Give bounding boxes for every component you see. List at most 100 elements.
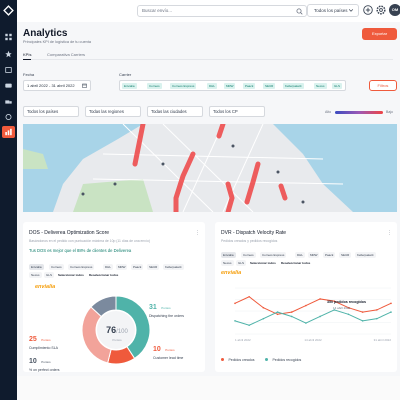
data-point <box>333 300 336 302</box>
dos-score-center: 76/100 Puntos <box>103 320 131 342</box>
carrier-chip[interactable]: Kellerpaketit <box>283 83 304 89</box>
carrier-pill[interactable]: DHL <box>103 264 114 270</box>
segment-points: 10 <box>153 346 161 353</box>
dvr-card-title: DVR - Dispatch Velocity Rate <box>221 230 287 236</box>
dos-donut-chart <box>81 295 151 365</box>
segment-unit: Puntos <box>41 360 51 364</box>
data-point <box>390 311 392 313</box>
series-line <box>234 309 392 326</box>
carrier-chip[interactable]: DHL <box>207 83 218 89</box>
countries-select-value: Todos los países <box>27 109 59 114</box>
gear-icon[interactable] <box>376 5 386 15</box>
carrier-pill[interactable]: Envialia <box>29 264 44 270</box>
carrier-pill[interactable]: DHL <box>295 252 306 258</box>
cities-select[interactable]: Todas las ciudades <box>147 106 203 117</box>
data-point <box>234 302 236 305</box>
countries-select[interactable]: Todos los países <box>23 106 79 117</box>
tab-comparativa-carriers[interactable]: Comparativa Carriers <box>47 52 86 57</box>
data-point <box>333 309 336 311</box>
carrier-chip[interactable]: Nexus <box>314 83 327 89</box>
search-placeholder: Buscar envío... <box>142 8 173 13</box>
truck-icon[interactable] <box>4 98 13 106</box>
carrier-multiselect[interactable]: Envialia Correos Correos Express DHL MRW… <box>119 80 346 91</box>
carrier-chip[interactable]: Envialia <box>122 83 137 89</box>
dvr-card-menu-icon[interactable]: ⋮ <box>387 230 392 236</box>
segment-points: 25 <box>29 336 37 343</box>
dos-score: 76 <box>106 325 117 335</box>
add-icon[interactable] <box>363 5 373 15</box>
export-label: Exportar <box>371 31 388 36</box>
cities-select-value: Todas las ciudades <box>151 109 187 114</box>
regions-select[interactable]: Todas las regiones <box>85 106 141 117</box>
dvr-line-chart: 1 abril 2022 14 abril 2022 31 abril 2022 <box>234 287 392 342</box>
avatar[interactable]: OM <box>389 4 400 16</box>
country-select[interactable]: Todos los países <box>307 4 359 17</box>
carrier-pill[interactable]: Paack <box>131 264 144 270</box>
carrier-chip[interactable]: GLS <box>332 83 343 89</box>
sidebar-item-analytics[interactable] <box>2 126 15 138</box>
carrier-pill[interactable]: Envialia <box>221 252 236 258</box>
carrier-chip[interactable]: Paack <box>243 83 256 89</box>
carrier-pill[interactable]: Correos Express <box>260 252 287 258</box>
date-range-value: 1 abril 2022 - 31 abril 2022 <box>27 83 75 88</box>
legend-dot <box>264 358 268 361</box>
bottom-strip <box>17 376 400 400</box>
dos-score-unit: Puntos <box>112 338 122 342</box>
deselect-all-link[interactable]: Deseleccionar todos <box>281 261 311 265</box>
star-icon[interactable] <box>4 50 13 58</box>
data-point <box>390 302 392 305</box>
search-input[interactable]: Buscar envío... <box>137 5 307 17</box>
carrier-pill[interactable]: Nexus <box>29 272 42 278</box>
carrier-pill[interactable]: GLS <box>236 260 247 266</box>
chat-icon[interactable] <box>4 82 13 90</box>
carrier-pill[interactable]: Kellerpaketit <box>355 252 376 258</box>
dos-card: DOS - Deliverea Optimization Score Basán… <box>23 222 205 372</box>
data-point <box>276 311 279 313</box>
carrier-chip[interactable]: Correos Express <box>170 83 197 89</box>
select-all-link[interactable]: Seleccionar todos <box>58 273 84 277</box>
export-button[interactable]: Exportar <box>362 28 397 40</box>
carrier-pill[interactable]: Correos <box>241 252 256 258</box>
carrier-pill[interactable]: SEUR <box>339 252 352 258</box>
carrier-pill[interactable]: Nexus <box>221 260 234 266</box>
x-tick-label: 31 abril 2022 <box>374 338 392 342</box>
carrier-label: Carrier <box>119 72 132 77</box>
carrier-brand-logo: envialia <box>221 270 242 276</box>
data-point <box>305 304 307 307</box>
cp-select[interactable]: Todos los CP <box>209 106 265 117</box>
carrier-pill[interactable]: MRW <box>116 264 128 270</box>
carrier-pill[interactable]: GLS <box>44 272 55 278</box>
tab-kpis[interactable]: KPIs <box>23 52 32 60</box>
carrier-pill[interactable]: Correos Express <box>68 264 95 270</box>
grid-icon[interactable] <box>4 33 13 41</box>
data-point <box>248 324 250 327</box>
carrier-pill[interactable]: Kellerpaketit <box>163 264 184 270</box>
carrier-pill[interactable]: MRW <box>308 252 320 258</box>
select-all-link[interactable]: Seleccionar todos <box>250 261 276 265</box>
data-point <box>248 295 250 298</box>
carrier-pill[interactable]: Correos <box>49 264 64 270</box>
dos-score-total: /100 <box>116 329 128 335</box>
segment-unit: Puntos <box>161 306 171 310</box>
returns-icon[interactable] <box>4 113 13 121</box>
data-point <box>319 298 321 300</box>
carrier-pill[interactable]: Paack <box>323 252 336 258</box>
carrier-chip[interactable]: Correos <box>147 83 162 89</box>
segment-unit: Puntos <box>165 348 175 352</box>
page-subtitle: Principales KPI de logística de tu cuent… <box>23 40 91 44</box>
carrier-chip[interactable]: SEUR <box>263 83 276 89</box>
map-legend-max: Bajo <box>386 110 394 114</box>
segment-label-sla: 25 Puntos Cumplimiento SLA <box>29 328 58 350</box>
app-logo-icon[interactable] <box>3 5 14 16</box>
heat-map[interactable] <box>23 124 397 212</box>
date-range-input[interactable]: 1 abril 2022 - 31 abril 2022 <box>23 80 91 91</box>
dos-card-title: DOS - Deliverea Optimization Score <box>29 230 110 236</box>
date-label: Fecha <box>23 72 35 77</box>
deselect-all-link[interactable]: Deseleccionar todos <box>89 273 119 277</box>
box-icon[interactable] <box>4 66 13 74</box>
carrier-chip[interactable]: MRW <box>224 83 236 89</box>
segment-label-dispatching: 31 Puntos Dispatching the orders <box>149 296 184 318</box>
carrier-pill[interactable]: SEUR <box>147 264 160 270</box>
dos-card-menu-icon[interactable]: ⋮ <box>195 230 200 236</box>
filters-button[interactable]: Filtros <box>369 80 397 91</box>
